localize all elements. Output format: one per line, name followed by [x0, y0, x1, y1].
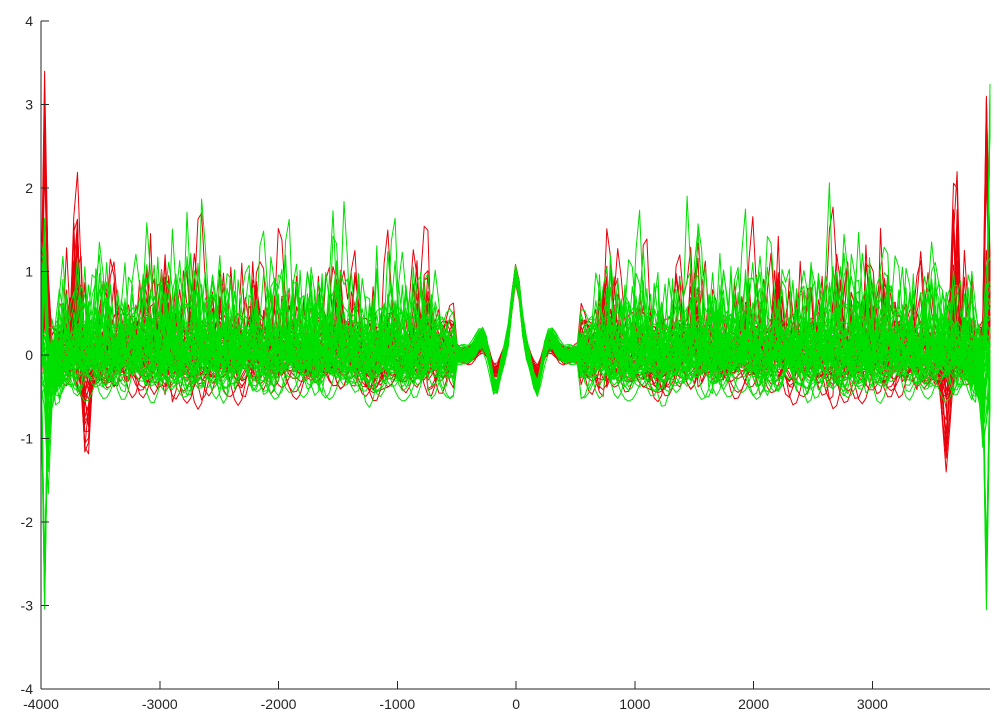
- x-tick-label: -2000: [261, 696, 297, 712]
- series-layer: [40, 70, 991, 611]
- x-tick-label: -4000: [23, 696, 59, 712]
- x-tick-label: 1000: [619, 696, 650, 712]
- green-series-line: [40, 83, 991, 390]
- x-tick-label: 2000: [738, 696, 769, 712]
- y-tick-label: 4: [25, 13, 33, 29]
- green-series-group: [40, 83, 991, 611]
- y-tick-label: 2: [25, 180, 33, 196]
- y-tick-label: 0: [25, 347, 33, 363]
- y-tick-label: -2: [21, 514, 34, 530]
- x-tick-label: 3000: [857, 696, 888, 712]
- y-tick-label: -4: [21, 681, 34, 697]
- y-tick-label: -1: [21, 431, 34, 447]
- y-tick-label: 3: [25, 97, 33, 113]
- y-ticks: -4 -3 -2 -1 0 1 2 3 4: [21, 13, 49, 697]
- y-tick-label: -3: [21, 598, 34, 614]
- x-tick-label: -1000: [379, 696, 415, 712]
- x-tick-label: -3000: [142, 696, 178, 712]
- y-tick-label: 1: [25, 264, 33, 280]
- green-series-line: [40, 260, 991, 570]
- green-series-line: [40, 265, 991, 605]
- green-series-line: [40, 228, 991, 411]
- x-tick-label: 0: [512, 696, 520, 712]
- x-ticks: -4000 -3000 -2000 -1000 0 1000 2000 3000: [23, 681, 888, 712]
- green-series-line: [40, 264, 991, 593]
- green-series-line: [40, 230, 991, 404]
